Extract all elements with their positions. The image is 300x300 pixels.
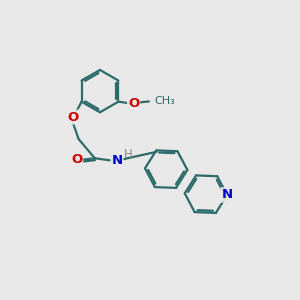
Text: O: O: [71, 153, 82, 166]
Text: H: H: [124, 148, 133, 160]
Text: O: O: [67, 110, 78, 124]
Text: N: N: [222, 188, 233, 202]
Text: N: N: [111, 154, 122, 167]
Text: CH₃: CH₃: [154, 96, 175, 106]
Text: O: O: [128, 97, 139, 110]
